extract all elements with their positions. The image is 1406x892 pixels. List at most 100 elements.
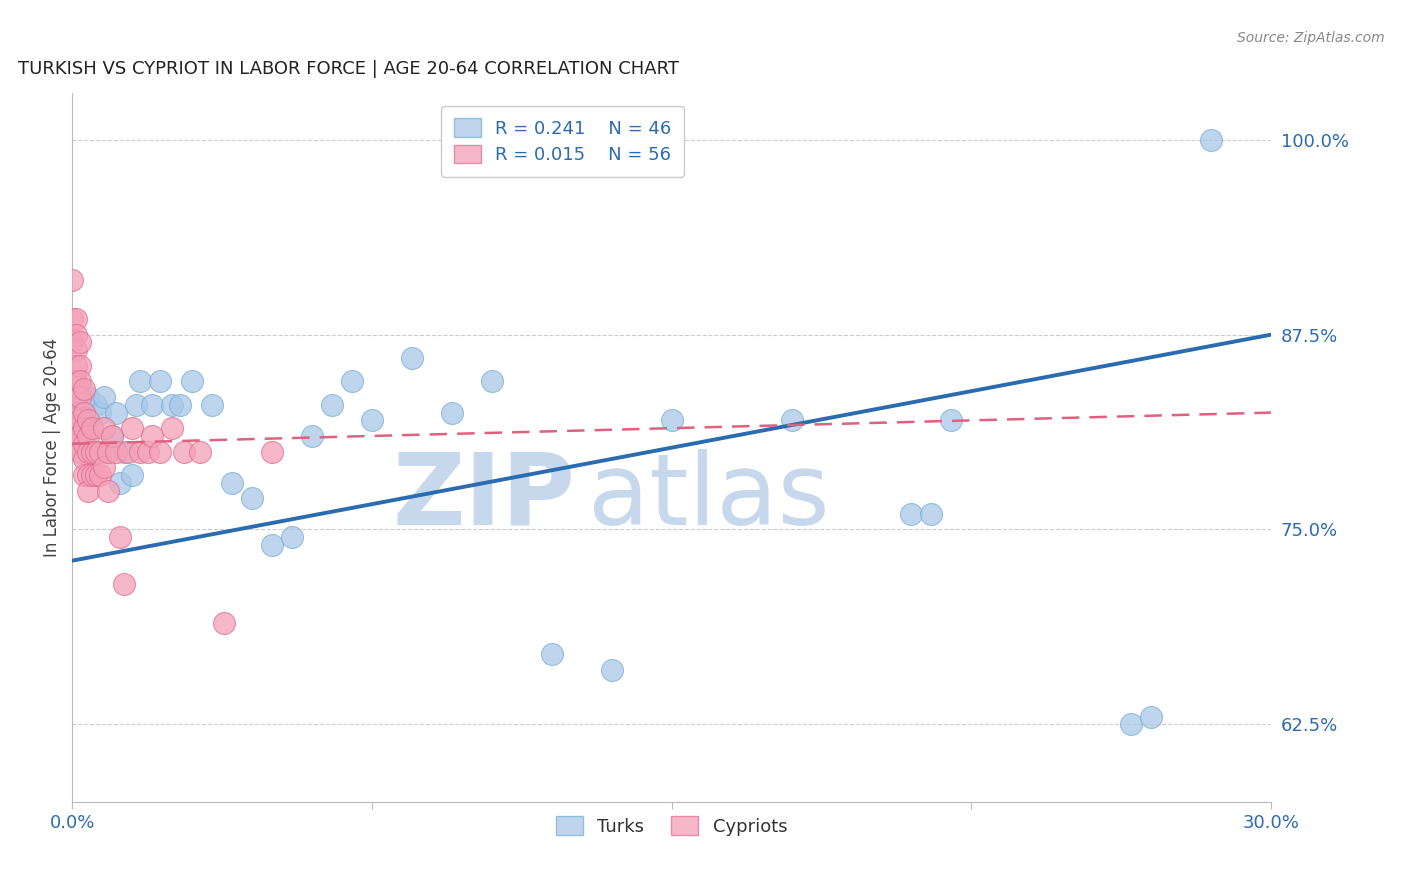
Point: [69, 359, 91, 373]
Point: [60, 312, 83, 326]
Point: [77, 390, 100, 404]
Point: [600, 663, 623, 677]
Point: [69, 382, 91, 396]
Point: [169, 398, 191, 412]
Point: [82, 421, 104, 435]
Point: [101, 429, 124, 443]
Text: atlas: atlas: [588, 449, 830, 546]
Point: [89, 467, 111, 482]
Point: [82, 421, 104, 435]
Point: [105, 406, 128, 420]
Point: [73, 421, 96, 435]
Point: [160, 421, 183, 435]
Point: [65, 436, 87, 450]
Point: [65, 359, 87, 373]
Point: [117, 444, 139, 458]
Legend: Turks, Cypriots: Turks, Cypriots: [548, 809, 794, 843]
Point: [661, 413, 683, 427]
Point: [93, 460, 115, 475]
Point: [77, 483, 100, 498]
Point: [141, 429, 163, 443]
Point: [69, 390, 91, 404]
Point: [93, 390, 115, 404]
Point: [73, 467, 96, 482]
Point: [260, 538, 283, 552]
Point: [112, 577, 135, 591]
Point: [900, 507, 922, 521]
Point: [69, 398, 91, 412]
Point: [188, 444, 211, 458]
Point: [112, 444, 135, 458]
Text: ZIP: ZIP: [392, 449, 575, 546]
Point: [281, 530, 304, 544]
Point: [401, 351, 423, 365]
Point: [60, 335, 83, 350]
Point: [160, 398, 183, 412]
Point: [93, 421, 115, 435]
Point: [105, 444, 128, 458]
Text: Source: ZipAtlas.com: Source: ZipAtlas.com: [1237, 31, 1385, 45]
Point: [920, 507, 942, 521]
Point: [65, 375, 87, 389]
Point: [89, 406, 111, 420]
Point: [121, 421, 143, 435]
Point: [77, 413, 100, 427]
Point: [82, 444, 104, 458]
Point: [65, 413, 87, 427]
Point: [69, 335, 91, 350]
Point: [73, 406, 96, 420]
Point: [97, 444, 120, 458]
Point: [780, 413, 803, 427]
Point: [540, 647, 562, 661]
Point: [77, 444, 100, 458]
Point: [125, 398, 148, 412]
Point: [84, 444, 107, 458]
Point: [108, 475, 131, 490]
Point: [65, 390, 87, 404]
Point: [73, 398, 96, 412]
Point: [65, 343, 87, 358]
Point: [129, 444, 152, 458]
Point: [136, 444, 159, 458]
Point: [149, 444, 172, 458]
Point: [84, 467, 107, 482]
Point: [240, 491, 263, 506]
Point: [97, 444, 120, 458]
Point: [73, 413, 96, 427]
Point: [69, 413, 91, 427]
Point: [77, 467, 100, 482]
Point: [108, 530, 131, 544]
Point: [89, 444, 111, 458]
Point: [73, 436, 96, 450]
Text: TURKISH VS CYPRIOT IN LABOR FORCE | AGE 20-64 CORRELATION CHART: TURKISH VS CYPRIOT IN LABOR FORCE | AGE …: [18, 60, 679, 78]
Point: [101, 429, 124, 443]
Point: [129, 375, 152, 389]
Point: [212, 615, 235, 630]
Point: [361, 413, 384, 427]
Point: [97, 483, 120, 498]
Point: [340, 375, 363, 389]
Point: [73, 452, 96, 467]
Point: [77, 413, 100, 427]
Point: [1140, 709, 1163, 723]
Point: [1199, 133, 1222, 147]
Point: [1121, 717, 1143, 731]
Point: [69, 429, 91, 443]
Point: [84, 398, 107, 412]
Point: [65, 312, 87, 326]
Point: [260, 444, 283, 458]
Point: [77, 429, 100, 443]
Point: [141, 398, 163, 412]
Point: [173, 444, 195, 458]
Point: [941, 413, 963, 427]
Point: [149, 375, 172, 389]
Point: [73, 382, 96, 396]
Point: [181, 375, 204, 389]
Point: [82, 467, 104, 482]
Point: [69, 444, 91, 458]
Point: [121, 467, 143, 482]
Point: [201, 398, 224, 412]
Point: [65, 327, 87, 342]
Point: [301, 429, 323, 443]
Point: [440, 406, 463, 420]
